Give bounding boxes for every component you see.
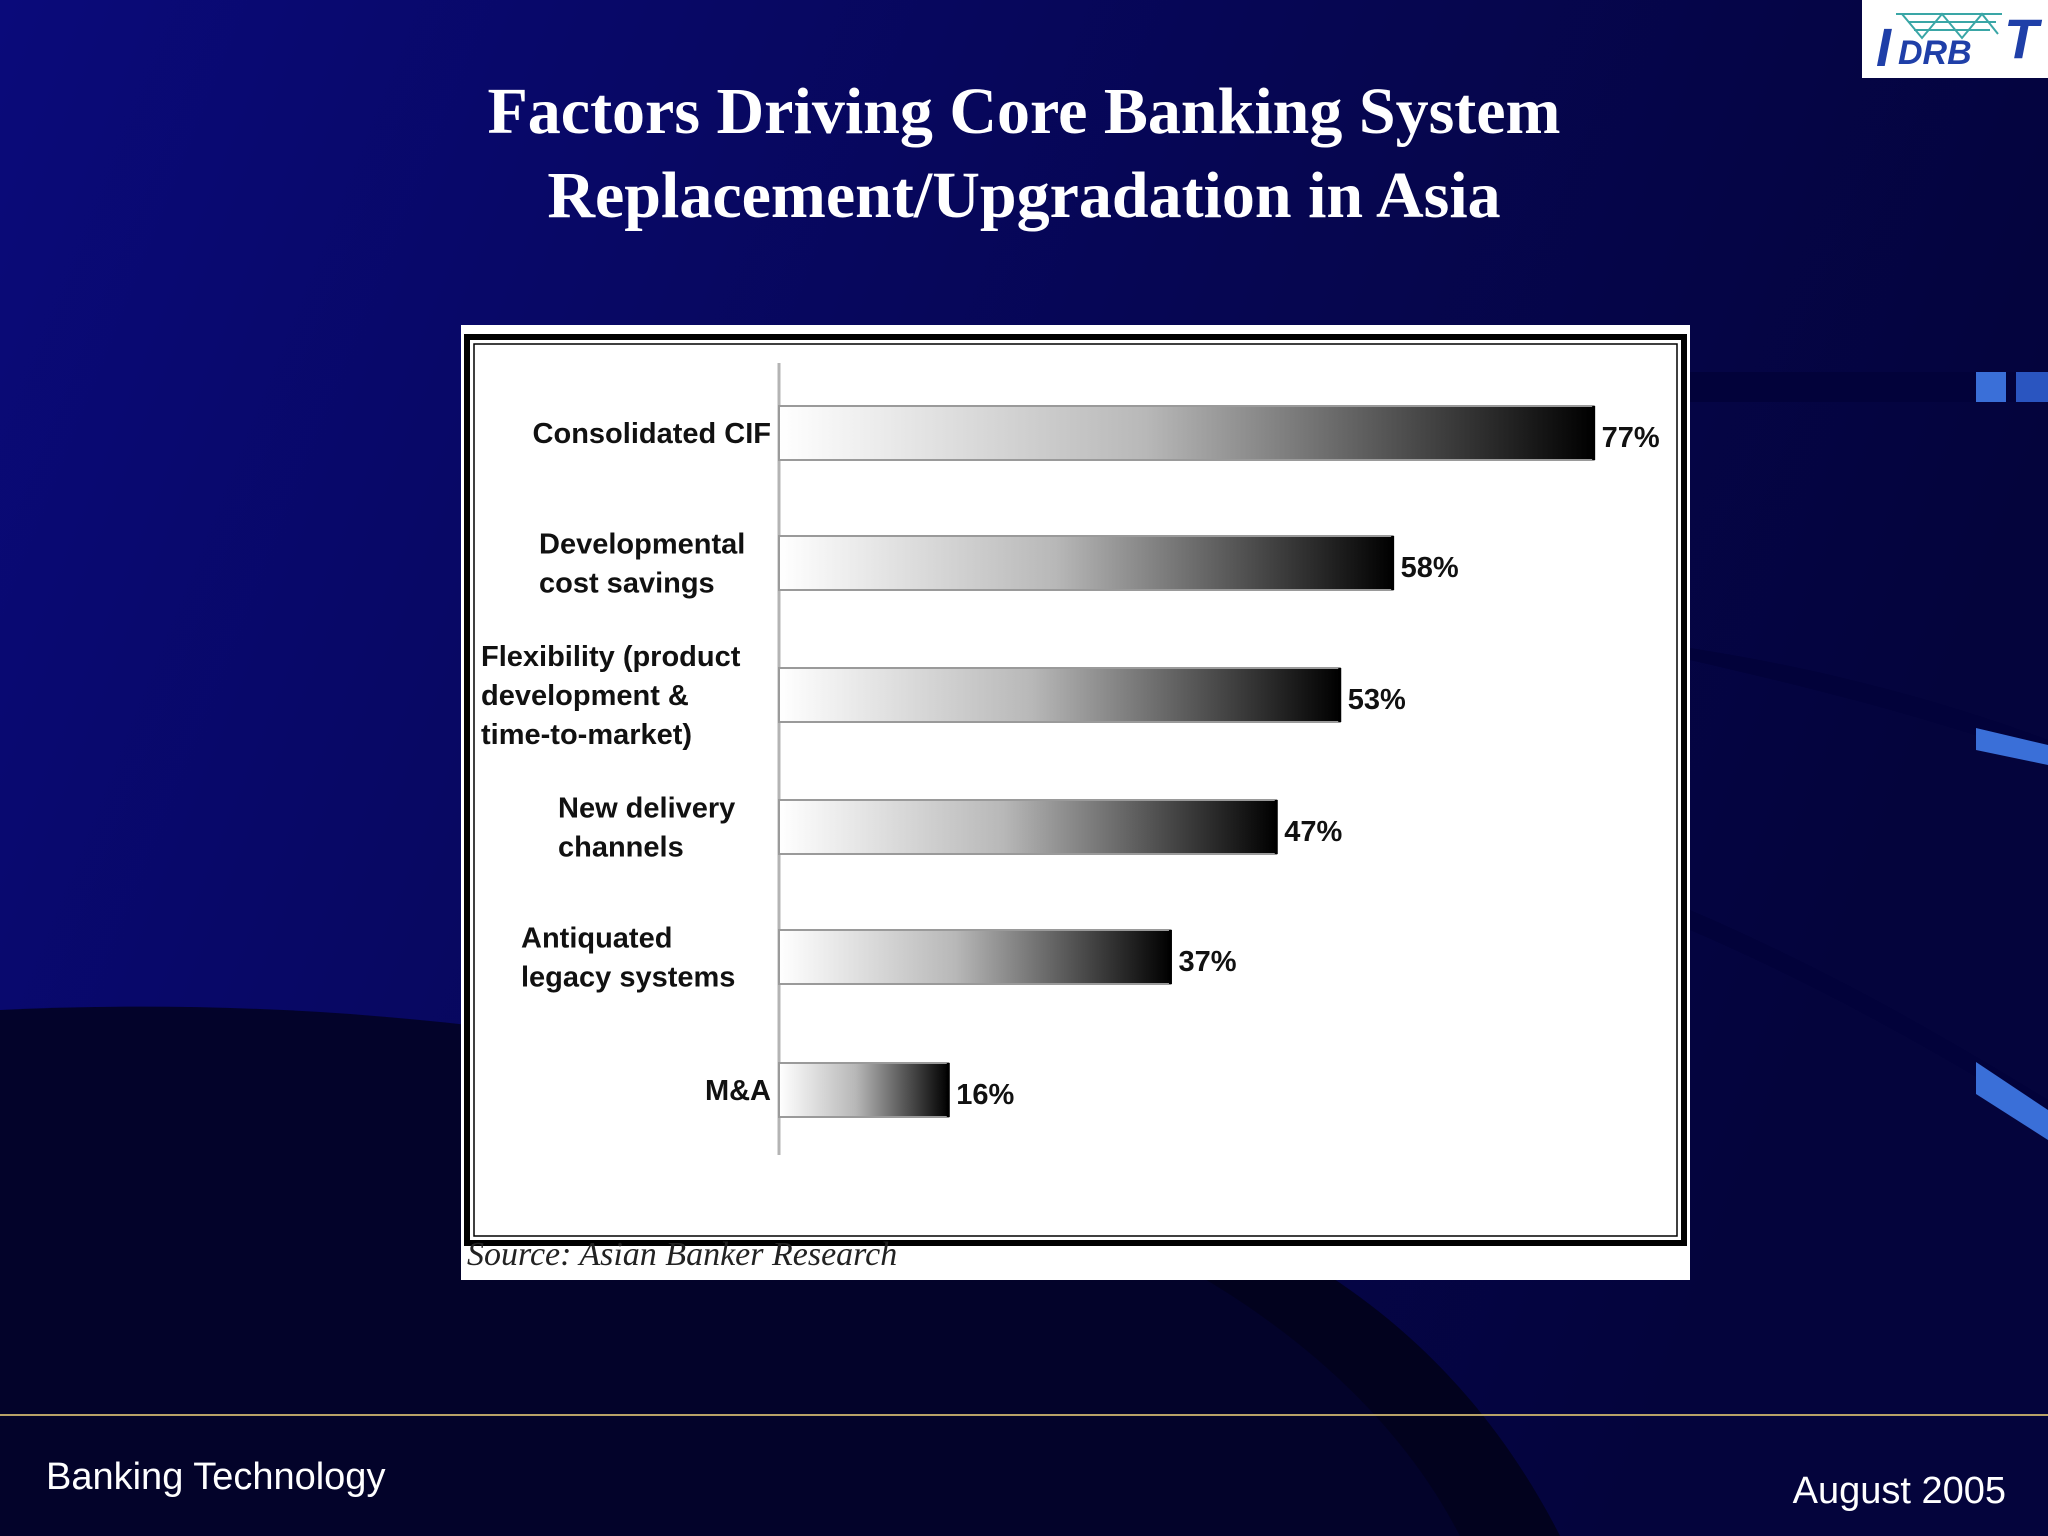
- bar-value-label: 37%: [1178, 946, 1236, 978]
- category-label: Flexibility (product: [481, 641, 741, 673]
- chart-frame-inner: [473, 343, 1678, 1237]
- bar-value-label: 77%: [1602, 422, 1660, 454]
- bar: [778, 799, 1278, 855]
- chart-frame-outer: [464, 334, 1687, 1246]
- slide-title-line-1: Factors Driving Core Banking System: [487, 75, 1561, 148]
- bar: [778, 929, 1172, 985]
- category-label: time-to-market): [481, 719, 692, 751]
- svg-text:T: T: [2004, 7, 2043, 70]
- bar-chart: 77% Consolidated CIF 58% Developmental cost …: [464, 334, 1687, 1273]
- bar: [778, 535, 1394, 591]
- bar-value-label: 47%: [1284, 816, 1342, 848]
- category-label: cost savings: [539, 568, 715, 600]
- category-label: M&A: [705, 1075, 771, 1107]
- bar-chart-panel: 77% Consolidated CIF 58% Developmental cost …: [461, 325, 1690, 1280]
- slide-title: Factors Driving Core Banking System Repl…: [0, 70, 2048, 238]
- category-label: legacy systems: [521, 962, 735, 994]
- bar-value-label: 53%: [1348, 684, 1406, 716]
- footer-date: August 2005: [1792, 1470, 2006, 1512]
- category-label: channels: [558, 832, 684, 864]
- bar-value-label: 16%: [956, 1079, 1014, 1111]
- category-label: Consolidated CIF: [533, 418, 771, 450]
- bar: [778, 405, 1595, 461]
- footer-rule: [0, 1414, 2048, 1416]
- bar: [778, 1062, 950, 1118]
- category-label: Developmental: [539, 529, 745, 561]
- bar: [778, 667, 1341, 723]
- footer-course-name: Banking Technology: [46, 1456, 386, 1498]
- bar-value-label: 58%: [1401, 552, 1459, 584]
- category-label: New delivery: [558, 793, 735, 825]
- idrbt-logo: I DRB T: [1862, 0, 2048, 78]
- category-label: Antiquated: [521, 923, 672, 955]
- svg-text:DRB: DRB: [1898, 34, 1972, 72]
- slide-title-line-2: Replacement/Upgradation in Asia: [547, 159, 1501, 232]
- category-label: development &: [481, 680, 689, 712]
- chart-source-note: Source: Asian Banker Research: [467, 1236, 897, 1273]
- svg-text:I: I: [1876, 18, 1892, 78]
